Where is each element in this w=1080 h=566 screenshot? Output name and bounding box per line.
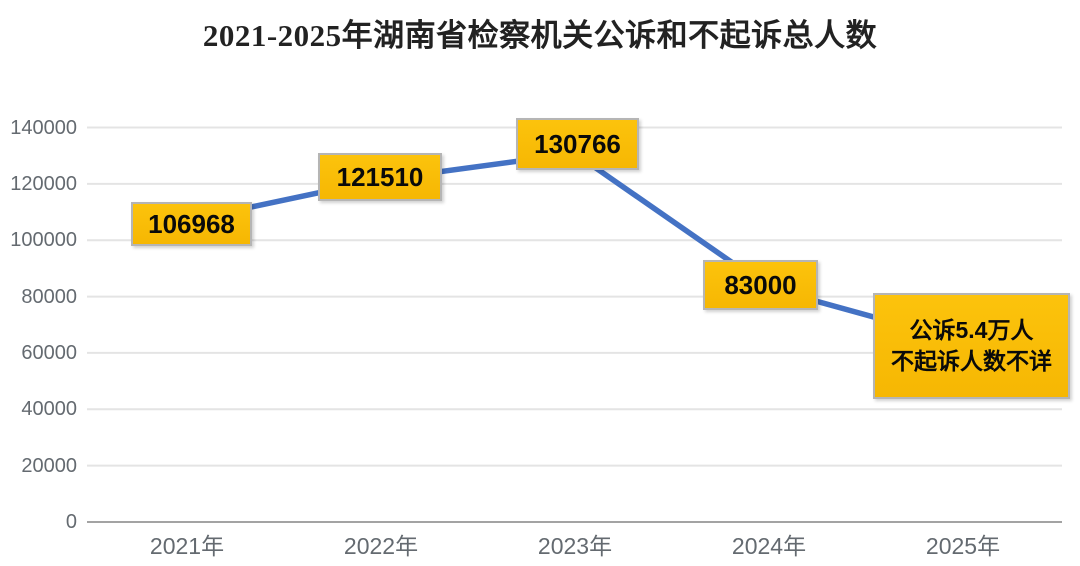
y-tick-80000: 80000 (21, 285, 77, 308)
data-label-2022: 121510 (318, 153, 442, 201)
y-tick-0: 0 (65, 511, 77, 533)
y-tick-140000: 140000 (10, 116, 77, 139)
data-label-2021-text: 106968 (148, 208, 235, 239)
x-tick-2024: 2024年 (731, 533, 807, 559)
data-label-2023-text: 130766 (534, 128, 621, 159)
y-tick-100000: 100000 (10, 229, 77, 252)
data-label-2022-text: 121510 (336, 161, 424, 192)
data-label-2025: 公诉5.4万人 不起诉人数不详 (873, 293, 1070, 399)
y-tick-60000: 60000 (21, 341, 77, 364)
data-label-2025-line1: 公诉5.4万人 (909, 317, 1034, 343)
y-tick-120000: 120000 (10, 172, 77, 195)
data-line (184, 150, 966, 345)
y-tick-40000: 40000 (21, 398, 77, 421)
data-label-2024-text: 83000 (724, 269, 797, 300)
x-tick-2023: 2023年 (537, 533, 613, 559)
data-label-2025-line2: 不起诉人数不详 (891, 348, 1052, 374)
x-tick-2022: 2022年 (343, 533, 419, 559)
data-label-2024: 83000 (703, 260, 818, 310)
chart-title: 2021-2025年湖南省检察机关公诉和不起诉总人数 (202, 18, 878, 53)
data-label-2021: 106968 (131, 202, 252, 246)
x-tick-2021: 2021年 (149, 533, 225, 559)
x-tick-2025: 2025年 (925, 533, 1001, 559)
data-label-2023: 130766 (516, 118, 639, 170)
y-tick-20000: 20000 (21, 454, 77, 477)
